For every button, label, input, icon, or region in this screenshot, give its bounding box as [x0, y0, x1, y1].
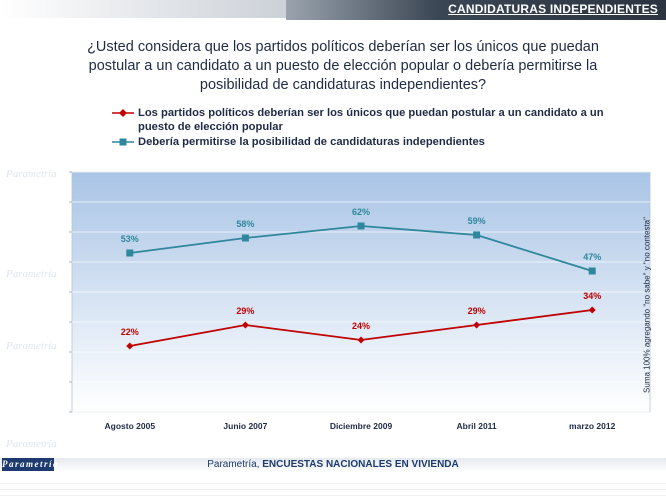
data-label: 29% [468, 306, 486, 316]
data-label: 59% [468, 216, 486, 226]
page-title: CANDIDATURAS INDEPENDIENTES [448, 2, 658, 16]
data-point [241, 321, 249, 329]
legend-marker-red-icon [112, 109, 134, 117]
data-point [126, 342, 134, 350]
line-chart: Agosto 2005 Junio 2007 Diciembre 2009 Abril… [69, 171, 651, 431]
data-point [126, 249, 134, 257]
x-tick-label: marzo 2012 [569, 421, 616, 431]
x-tick-label: Junio 2007 [223, 421, 267, 431]
data-point [473, 321, 481, 329]
x-tick-label: Diciembre 2009 [330, 421, 393, 431]
x-tick-label: Abril 2011 [457, 421, 497, 431]
brand-logo: Parametría [2, 458, 59, 471]
legend-item-teal: Debería permitirse la posibilidad de can… [112, 135, 612, 149]
data-label: 53% [121, 234, 139, 244]
footer-lines [0, 478, 666, 500]
legend-label-red: Los partidos políticos deberían ser los … [138, 107, 604, 133]
legend-marker-teal-icon [112, 138, 134, 146]
data-label: 24% [352, 321, 370, 331]
data-point [241, 234, 249, 242]
chart-legend: Los partidos políticos deberían ser los … [112, 106, 612, 150]
data-label: 34% [583, 291, 601, 301]
survey-question: ¿Usted considera que los partidos políti… [87, 39, 599, 93]
footer-bar [0, 458, 666, 472]
data-label: 29% [236, 306, 254, 316]
data-point [588, 267, 596, 275]
data-label: 62% [352, 207, 370, 217]
legend-label-teal: Debería permitirse la posibilidad de can… [138, 136, 485, 148]
legend-item-red: Los partidos políticos deberían ser los … [112, 106, 612, 134]
footer-source-prefix: Parametría, [207, 459, 263, 470]
data-label: 58% [236, 219, 254, 229]
x-tick-label: Agosto 2005 [105, 421, 156, 431]
data-point [357, 222, 365, 230]
header-bar-left [0, 0, 300, 18]
header-bar: CANDIDATURAS INDEPENDIENTES [0, 0, 666, 20]
data-point [588, 306, 596, 314]
header-bar-right [286, 0, 666, 20]
data-point [357, 336, 365, 344]
chart-area: Agosto 2005 Junio 2007 Diciembre 2009 Abril… [34, 160, 654, 440]
footer-source: Parametría, ENCUESTAS NACIONALES EN VIVI… [0, 459, 666, 470]
data-label: 47% [583, 252, 601, 262]
data-label: 22% [121, 327, 139, 337]
data-point [473, 231, 481, 239]
footer-source-main: ENCUESTAS NACIONALES EN VIVIENDA [262, 459, 459, 470]
side-note: Suma 100% agregando "no sabe" y "no cont… [642, 217, 652, 393]
